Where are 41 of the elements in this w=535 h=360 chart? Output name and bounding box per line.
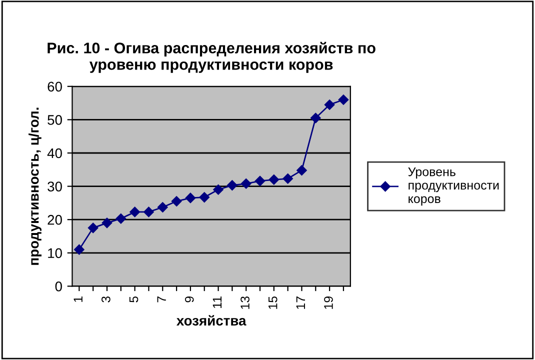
x-tick-label: 5 xyxy=(129,296,138,302)
y-tick-label: 60 xyxy=(48,82,62,92)
y-tick-label: 0 xyxy=(55,282,62,292)
x-tick-label: 17 xyxy=(296,296,305,309)
point xyxy=(227,180,238,190)
x-tick-label: 7 xyxy=(157,296,166,302)
y-tick-label: 20 xyxy=(48,214,62,225)
point xyxy=(130,206,140,218)
y-tick-label: 40 xyxy=(47,148,62,158)
x-tick-label: 11 xyxy=(212,296,222,308)
x-tick-label: 1 xyxy=(74,296,82,302)
point xyxy=(158,202,168,212)
point xyxy=(185,192,196,204)
point xyxy=(282,174,293,184)
point xyxy=(338,94,349,105)
point xyxy=(116,213,126,224)
x-tick-label: 13 xyxy=(240,296,250,309)
point xyxy=(310,112,321,124)
point xyxy=(213,184,224,195)
y-tick-label: 10 xyxy=(48,248,62,258)
point xyxy=(268,174,280,185)
y-tick-label: 30 xyxy=(48,182,62,192)
point xyxy=(74,244,84,255)
x-tick-label: 9 xyxy=(184,296,194,302)
point xyxy=(296,165,307,176)
point xyxy=(171,196,182,206)
x-tick-label: 19 xyxy=(324,296,333,309)
point xyxy=(199,192,210,202)
chart-title: Рис. 10 - Огива распределения хозяйств по уровеню продуктивности коров xyxy=(48,42,376,73)
x-axis-title: хозяйства xyxy=(176,315,246,326)
point xyxy=(240,178,252,189)
x-tick-label: 3 xyxy=(102,296,110,302)
legend-label: Уровень продуктивности коров xyxy=(408,167,499,206)
y-axis-title: продуктивность, ц/гол. xyxy=(28,108,42,265)
point xyxy=(324,100,335,110)
point xyxy=(102,218,112,228)
x-tick-label: 15 xyxy=(268,296,278,309)
point xyxy=(144,206,154,218)
point xyxy=(254,176,266,186)
y-tick-label: 50 xyxy=(48,115,62,125)
point xyxy=(88,222,98,234)
